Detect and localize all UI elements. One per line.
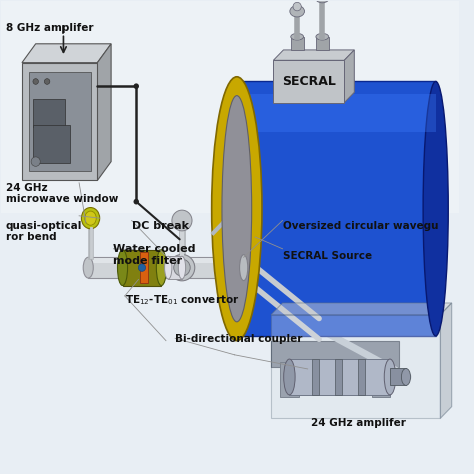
- Bar: [291, 36, 303, 50]
- Polygon shape: [273, 50, 354, 60]
- Bar: [335, 359, 342, 395]
- Polygon shape: [22, 44, 111, 63]
- Bar: [88, 257, 239, 278]
- Bar: [33, 99, 65, 128]
- Text: TE$_{12}$-TE$_{01}$ convertor: TE$_{12}$-TE$_{01}$ convertor: [125, 293, 239, 307]
- Bar: [235, 94, 436, 132]
- Ellipse shape: [401, 368, 410, 385]
- Ellipse shape: [423, 82, 448, 336]
- Ellipse shape: [222, 96, 252, 322]
- Text: quasi-optical
ror bend: quasi-optical ror bend: [6, 220, 82, 242]
- Circle shape: [134, 199, 139, 204]
- Ellipse shape: [283, 359, 295, 395]
- Ellipse shape: [85, 211, 96, 225]
- Bar: [273, 60, 344, 103]
- Circle shape: [138, 264, 146, 272]
- Text: 24 GHz amplifer: 24 GHz amplifer: [310, 419, 405, 428]
- Circle shape: [33, 79, 38, 84]
- Ellipse shape: [239, 255, 248, 281]
- Bar: [280, 362, 299, 397]
- Bar: [372, 362, 390, 397]
- Ellipse shape: [316, 34, 328, 40]
- Bar: [271, 341, 399, 366]
- Text: SECRAL: SECRAL: [282, 75, 336, 88]
- Bar: [123, 250, 161, 285]
- Bar: [290, 359, 390, 395]
- Ellipse shape: [178, 256, 186, 279]
- Bar: [33, 125, 70, 163]
- Ellipse shape: [118, 250, 128, 285]
- Bar: [1, 1, 458, 213]
- Ellipse shape: [212, 77, 262, 341]
- Text: SECRAL Source: SECRAL Source: [283, 251, 372, 261]
- Bar: [235, 82, 436, 336]
- Polygon shape: [344, 50, 354, 103]
- Ellipse shape: [164, 256, 172, 279]
- Ellipse shape: [291, 34, 303, 40]
- Bar: [390, 368, 406, 385]
- Text: 8 GHz amplifer: 8 GHz amplifer: [6, 23, 93, 33]
- Text: DC break: DC break: [132, 220, 189, 230]
- Text: Water cooled
mode filter: Water cooled mode filter: [113, 244, 196, 265]
- Bar: [316, 36, 328, 50]
- Text: 24 GHz
microwave window: 24 GHz microwave window: [6, 183, 118, 204]
- Ellipse shape: [384, 359, 396, 395]
- Circle shape: [134, 83, 139, 89]
- Circle shape: [31, 157, 40, 166]
- Ellipse shape: [82, 208, 100, 229]
- Ellipse shape: [222, 82, 247, 336]
- Bar: [358, 359, 365, 395]
- Bar: [312, 359, 319, 395]
- Bar: [168, 256, 182, 279]
- Circle shape: [172, 210, 192, 231]
- Text: Bi-directional coupler: Bi-directional coupler: [175, 334, 302, 344]
- Ellipse shape: [290, 6, 304, 17]
- Bar: [29, 72, 91, 171]
- Text: Oversized circular wavegu: Oversized circular wavegu: [283, 220, 438, 230]
- Circle shape: [169, 255, 195, 281]
- Polygon shape: [271, 303, 452, 315]
- Circle shape: [174, 259, 190, 276]
- Circle shape: [45, 79, 50, 84]
- Polygon shape: [97, 44, 111, 181]
- Ellipse shape: [293, 2, 301, 11]
- Bar: [271, 315, 440, 419]
- Polygon shape: [440, 303, 452, 419]
- Bar: [88, 258, 239, 264]
- Ellipse shape: [315, 0, 329, 3]
- Ellipse shape: [83, 257, 93, 278]
- Bar: [140, 252, 148, 283]
- Ellipse shape: [156, 250, 166, 285]
- Bar: [22, 63, 97, 181]
